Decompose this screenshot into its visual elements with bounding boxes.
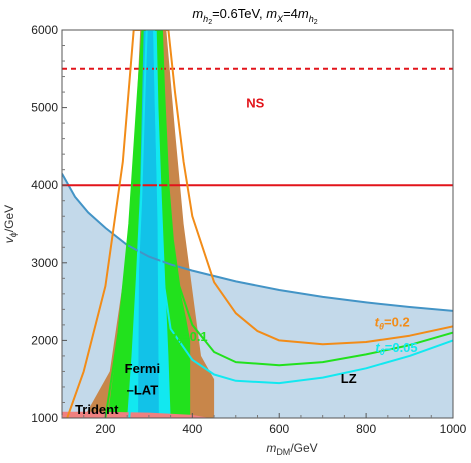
annotation-label: tθ=0.1 xyxy=(173,329,208,346)
y-tick-label: 2000 xyxy=(31,333,58,347)
annotation-label: Trident xyxy=(75,402,119,417)
trident-region xyxy=(62,411,210,418)
curve-t-theta-0-2 xyxy=(66,30,453,418)
curve-t-theta-0-05 xyxy=(128,30,453,418)
x-tick-label: 400 xyxy=(182,422,202,436)
y-tick-label: 1000 xyxy=(31,411,58,425)
y-tick-label: 5000 xyxy=(31,101,58,115)
x-tick-label: 200 xyxy=(95,422,115,436)
x-axis-label: mDM/GeV xyxy=(266,441,317,457)
y-tick-label: 3000 xyxy=(31,256,58,270)
annotation-label: tθ=0.05 xyxy=(375,340,417,357)
plot-area xyxy=(62,30,453,418)
annotation-label: NS xyxy=(246,96,264,111)
y-axis-label: vϕ/GeV xyxy=(2,205,18,243)
lz-boundary-line xyxy=(62,173,453,312)
chart-title: mh2=0.6TeV, mX=4mh2 xyxy=(192,6,317,26)
curve-t-theta-0-1 xyxy=(104,30,453,418)
annotation-label: Fermi xyxy=(125,361,160,376)
annotation-label: LZ xyxy=(341,371,357,386)
annotation-label: tθ=0.2 xyxy=(375,314,410,331)
x-tick-label: 1000 xyxy=(440,422,467,436)
y-tick-label: 4000 xyxy=(31,178,58,192)
x-tick-label: 800 xyxy=(356,422,376,436)
x-tick-label: 600 xyxy=(269,422,289,436)
annotation-label: –LAT xyxy=(127,383,159,398)
y-tick-label: 6000 xyxy=(31,23,58,37)
